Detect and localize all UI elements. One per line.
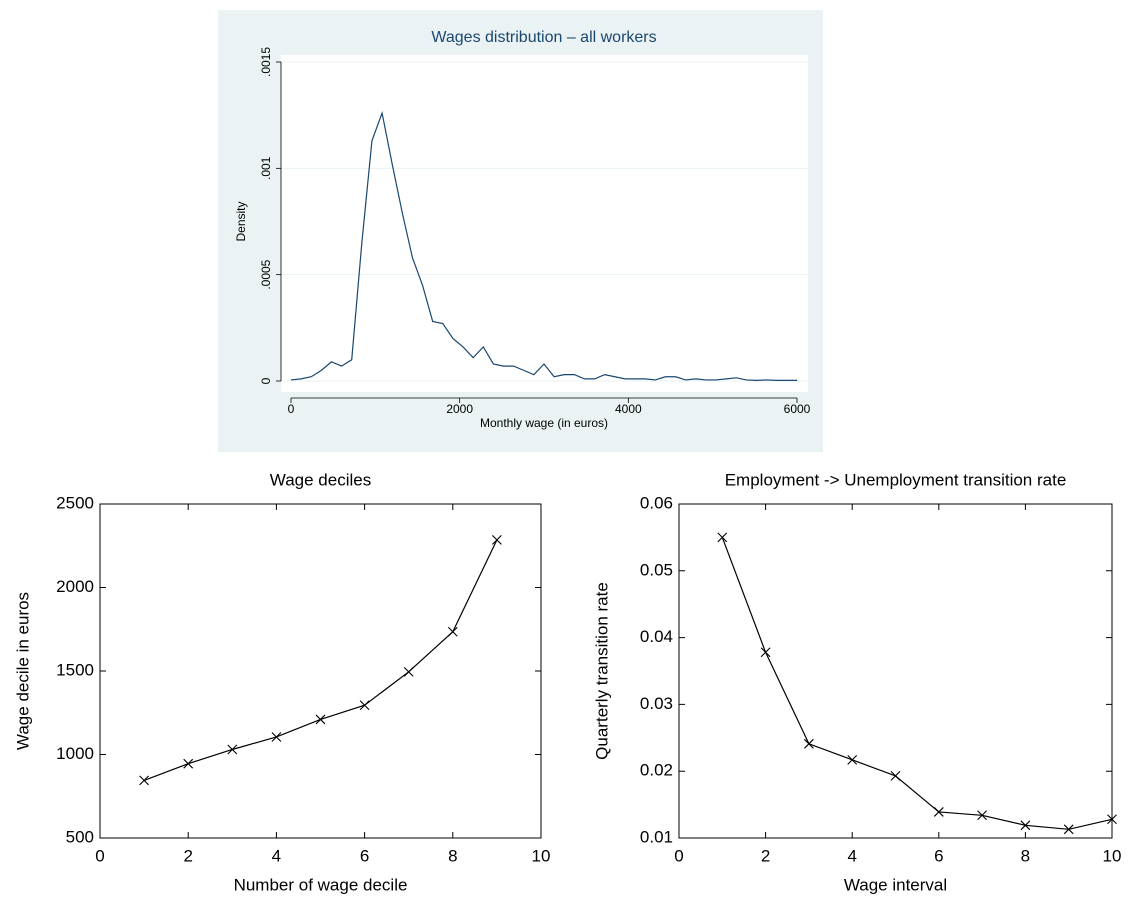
marker [315, 714, 326, 725]
x-tick-label: 2 [183, 846, 192, 865]
marker [359, 700, 370, 711]
y-axis-label: Quarterly transition rate [592, 582, 611, 760]
x-tick-label: 6 [934, 846, 943, 865]
x-tick-label: 2 [761, 846, 770, 865]
axes-box [678, 503, 1113, 839]
marker [977, 810, 987, 821]
y-tick-label: .001 [259, 156, 273, 180]
marker [139, 775, 149, 786]
marker [403, 666, 414, 677]
marker [804, 738, 814, 749]
marker [492, 535, 502, 545]
plot-region [281, 55, 808, 392]
data-line [721, 537, 1113, 830]
y-tick-label: 500 [66, 827, 94, 846]
marker [760, 647, 771, 658]
x-tick-label: 10 [532, 846, 551, 865]
x-tick-label: 4000 [615, 402, 642, 416]
marker [847, 754, 858, 765]
y-tick-label: .0015 [259, 47, 273, 77]
chart-title: Wages distribution – all workers [431, 29, 656, 46]
x-tick-label: 10 [1103, 846, 1122, 865]
marker [183, 758, 194, 769]
x-tick-label: 0 [95, 846, 104, 865]
marker [890, 770, 901, 781]
y-axis-label: Wage decile in euros [13, 592, 32, 750]
axes-box [99, 503, 542, 839]
y-tick-label: 0.05 [640, 560, 673, 579]
y-tick-label: 1000 [56, 744, 94, 763]
y-tick-label: .0005 [259, 259, 273, 289]
marker [1063, 824, 1074, 835]
marker [717, 532, 728, 543]
x-axis-label: Wage interval [844, 875, 947, 894]
x-tick-label: 4 [847, 846, 856, 865]
marker [933, 807, 944, 817]
x-tick-label: 4 [272, 846, 281, 865]
x-tick-label: 6 [360, 846, 369, 865]
y-tick-label: 1500 [56, 660, 94, 679]
chart-title: Wage deciles [270, 470, 371, 489]
y-tick-label: 0.01 [640, 827, 673, 846]
y-tick-label: 0.06 [640, 493, 673, 512]
marker [1020, 820, 1031, 831]
data-line [143, 539, 498, 781]
x-tick-label: 6000 [784, 402, 811, 416]
y-axis-label: Density [234, 201, 248, 241]
y-tick-label: 0.02 [640, 761, 673, 780]
y-tick-label: 2500 [56, 493, 94, 512]
y-tick-label: 2000 [56, 577, 94, 596]
chart-title: Employment -> Unemployment transition ra… [725, 470, 1067, 489]
marker [271, 732, 282, 742]
marker [447, 626, 458, 637]
data-line [290, 110, 797, 381]
x-axis-label: Monthly wage (in euros) [480, 416, 608, 430]
marker [227, 744, 238, 755]
y-tick-label: 0.04 [640, 627, 673, 646]
x-tick-label: 2000 [446, 402, 473, 416]
x-tick-label: 0 [288, 402, 295, 416]
x-tick-label: 8 [1021, 846, 1030, 865]
x-axis-label: Number of wage decile [234, 875, 408, 894]
x-tick-label: 0 [674, 846, 683, 865]
x-tick-label: 8 [448, 846, 457, 865]
y-tick-label: 0 [259, 377, 273, 384]
marker [1107, 814, 1117, 825]
y-tick-label: 0.03 [640, 694, 673, 713]
